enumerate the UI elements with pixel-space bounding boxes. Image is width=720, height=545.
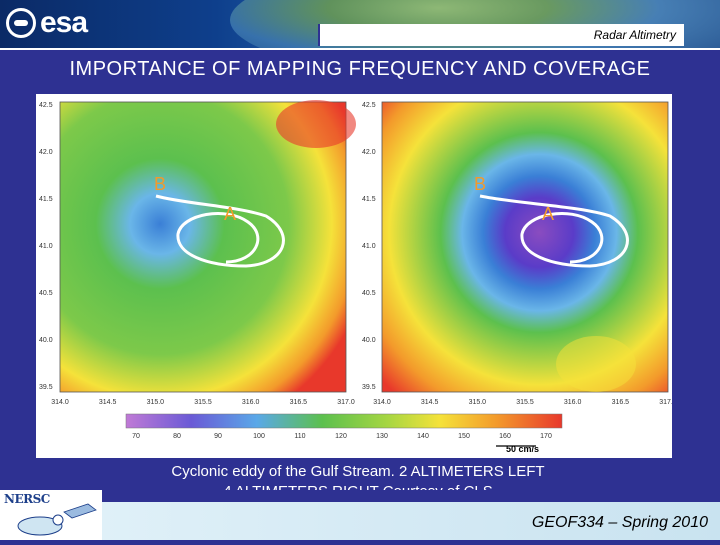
- colorbar-ticks: 70 80 90 100 110 120 130 140 150 160 170: [132, 433, 552, 440]
- left-y-tick: 41.5: [39, 196, 53, 203]
- left-x-tick: 316.5: [290, 399, 308, 406]
- left-y-tick: 41.0: [39, 243, 53, 250]
- right-y-tick: 40.5: [362, 290, 376, 297]
- right-y-tick: 39.5: [362, 384, 376, 391]
- right-x-tick: 314.5: [421, 399, 439, 406]
- footer-strip: [102, 502, 720, 540]
- right-x-tick: 315.5: [516, 399, 534, 406]
- left-y-tick: 42.5: [39, 102, 53, 109]
- left-x-tick: 315.5: [194, 399, 212, 406]
- esa-logo-text: esa: [40, 6, 88, 39]
- nersc-logo-text: NERSC: [4, 492, 50, 506]
- nersc-bear-icon: [17, 503, 97, 536]
- colorbar-tick: 80: [173, 433, 181, 440]
- colorbar-tick: 170: [540, 433, 552, 440]
- left-y-tick: 40.5: [39, 290, 53, 297]
- right-y-tick: 42.0: [362, 149, 376, 156]
- left-x-tick: 314.5: [99, 399, 117, 406]
- left-x-tick: 316.0: [242, 399, 260, 406]
- caption-line-1: Cyclonic eddy of the Gulf Stream. 2 ALTI…: [171, 463, 545, 480]
- colorbar: [125, 413, 563, 429]
- right-y-tick: 40.0: [362, 337, 376, 344]
- colorbar-tick: 150: [458, 433, 470, 440]
- left-y-tick: 42.0: [39, 149, 53, 156]
- colorbar-tick: 110: [294, 433, 305, 440]
- left-map: [59, 101, 347, 393]
- left-eddy-track: [155, 194, 285, 268]
- right-point-b: B: [474, 174, 486, 194]
- colorbar-tick: 140: [417, 433, 429, 440]
- left-y-tick: 39.5: [39, 384, 53, 391]
- right-x-tick: 317.0: [659, 399, 672, 406]
- left-y-tick: 40.0: [39, 337, 53, 344]
- right-point-a: A: [542, 204, 554, 224]
- esa-logo-mark: [6, 8, 36, 38]
- right-y-tick: 42.5: [362, 102, 376, 109]
- title-bar: IMPORTANCE OF MAPPING FREQUENCY AND COVE…: [0, 48, 720, 88]
- right-x-ticks: 314.0 314.5 315.0 315.5 316.0 316.5 317.0: [373, 399, 677, 406]
- right-x-tick: 316.0: [564, 399, 582, 406]
- slide-title: IMPORTANCE OF MAPPING FREQUENCY AND COVE…: [69, 58, 651, 80]
- colorbar-tick: 120: [335, 433, 347, 440]
- right-eddy-track: [479, 194, 629, 268]
- slide-subtitle: Radar Altimetry: [593, 28, 676, 42]
- right-x-tick: 314.0: [373, 399, 391, 406]
- left-x-tick: 314.0: [51, 399, 69, 406]
- esa-logo: esa: [6, 6, 88, 40]
- colorbar-tick: 160: [499, 433, 511, 440]
- course-label: GEOF334 – Spring 2010: [531, 514, 708, 531]
- right-y-tick: 41.5: [362, 196, 376, 203]
- right-x-tick: 315.0: [469, 399, 487, 406]
- colorbar-tick: 100: [253, 433, 265, 440]
- right-y-ticks: 42.5 42.0 41.5 41.0 40.5 40.0 39.5: [362, 102, 376, 391]
- scale-label: 50 cm/s: [506, 444, 539, 454]
- left-point-a: A: [224, 204, 236, 224]
- left-x-ticks: 314.0 314.5 315.0 315.5 316.0 316.5 317.0: [51, 399, 355, 406]
- left-x-tick: 315.0: [147, 399, 165, 406]
- colorbar-tick: 90: [214, 433, 222, 440]
- right-y-tick: 41.0: [362, 243, 376, 250]
- left-y-ticks: 42.5 42.0 41.5 41.0 40.5 40.0 39.5: [39, 102, 53, 391]
- eddy-figure: B A B A 42.5 42.0 41.5 41.0 40.5 40.0 39.5 42.…: [36, 94, 677, 458]
- header-banner: esa Radar Altimetry: [0, 0, 720, 48]
- colorbar-tick: 130: [376, 433, 388, 440]
- subtitle-box: Radar Altimetry: [318, 24, 684, 46]
- left-x-tick: 317.0: [337, 399, 355, 406]
- footer: GEOF334 – Spring 2010: [0, 490, 720, 540]
- eddy-maps: B A B A 42.5 42.0 41.5 41.0 40.5 40.0 39.5 42.…: [39, 100, 677, 454]
- nersc-logo: NERSC: [0, 490, 102, 540]
- colorbar-tick: 70: [132, 433, 140, 440]
- left-point-b: B: [154, 174, 166, 194]
- right-x-tick: 316.5: [612, 399, 630, 406]
